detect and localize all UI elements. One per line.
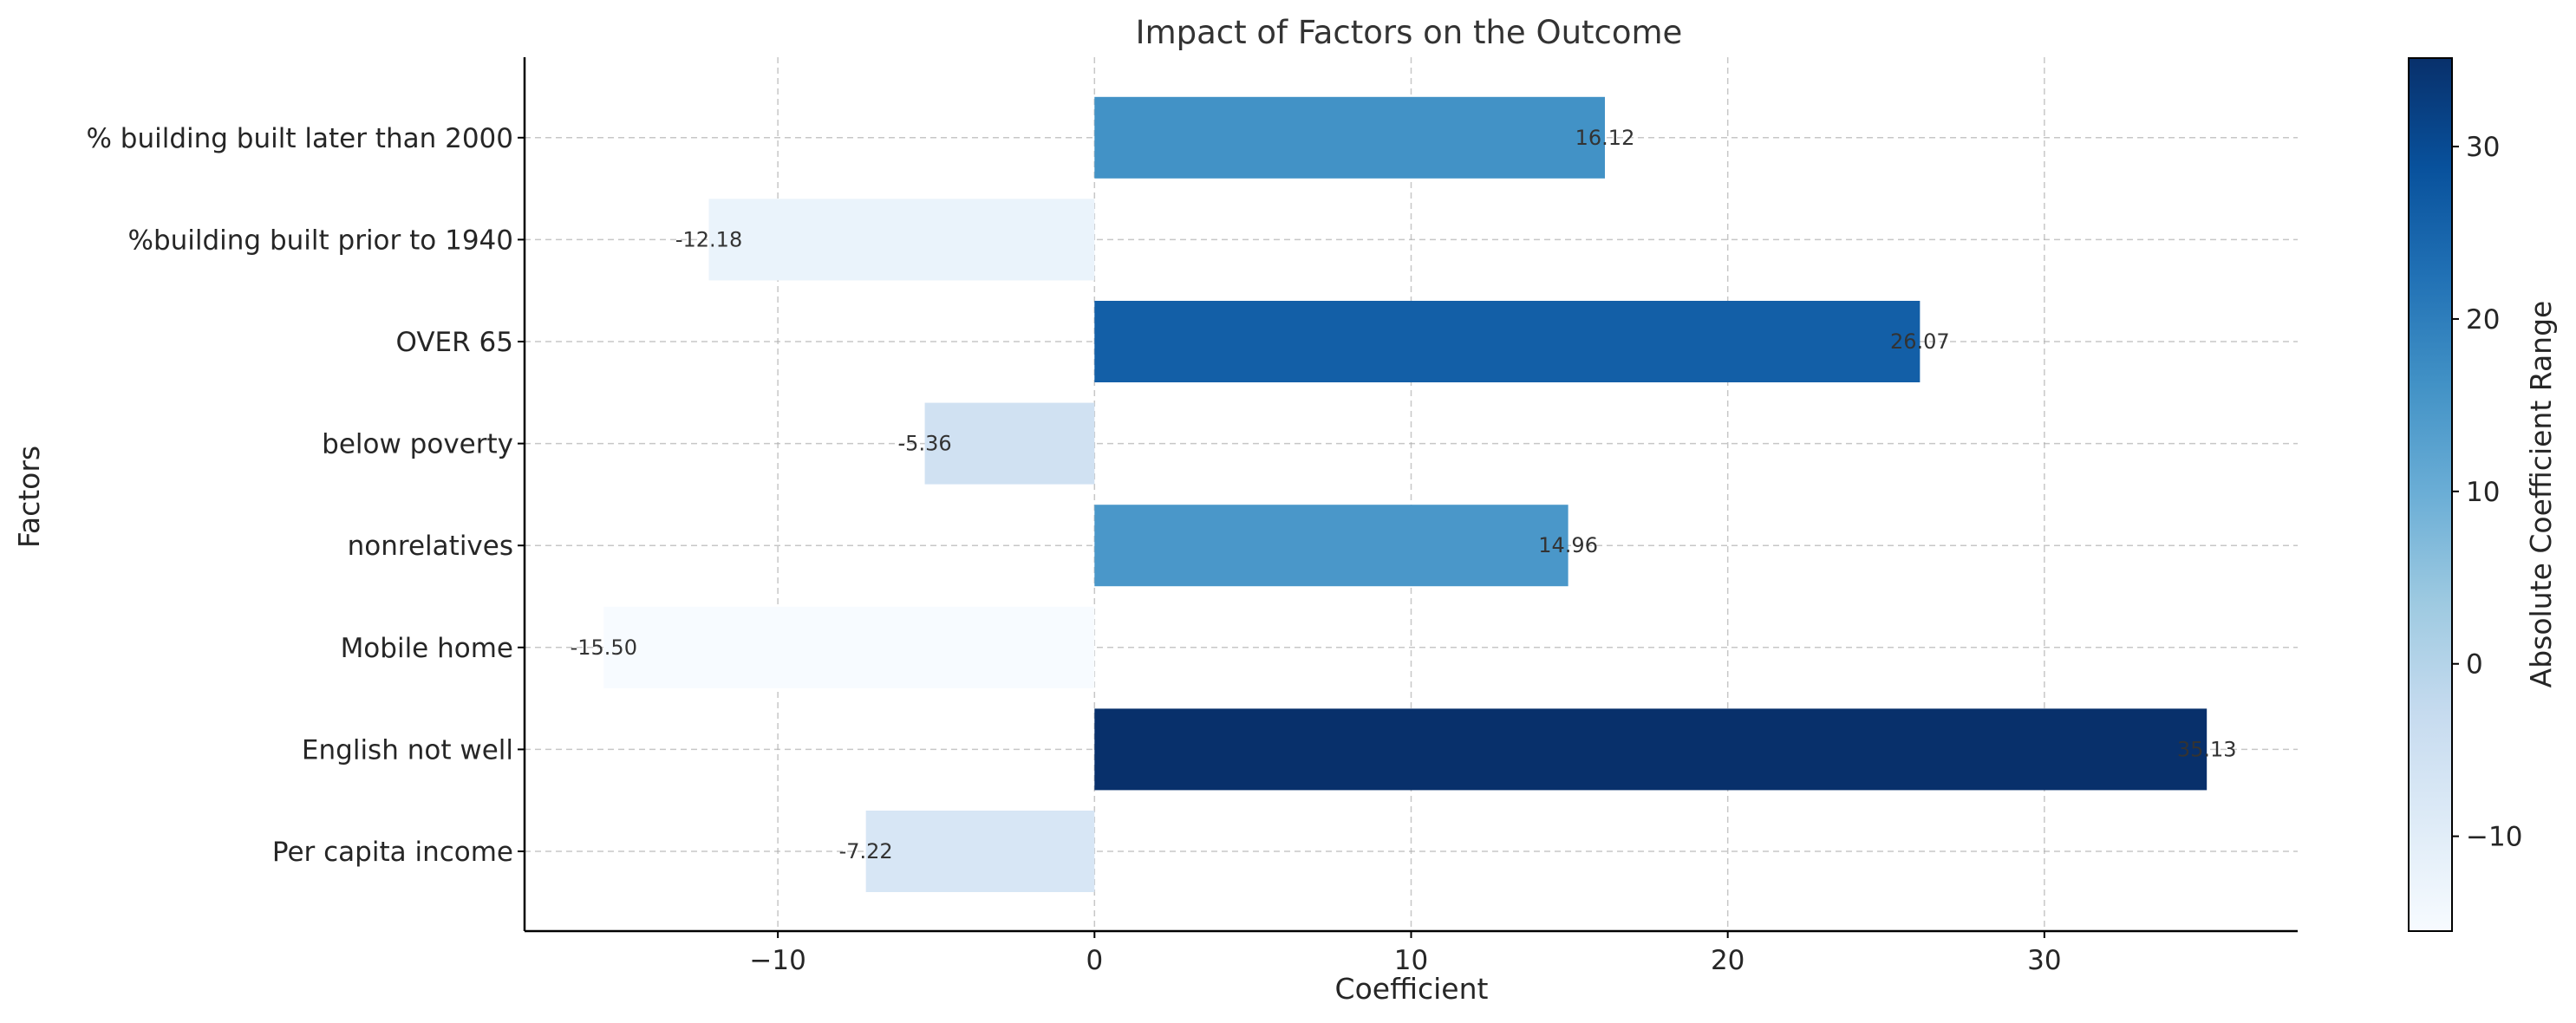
data-label: 26.07 <box>1890 329 1950 354</box>
y-axis-label: Factors <box>12 446 46 548</box>
y-tick-label: % building built later than 2000 <box>86 123 513 154</box>
bar <box>708 199 1095 281</box>
y-tick-label: %building built prior to 1940 <box>127 225 513 256</box>
chart-title: Impact of Factors on the Outcome <box>1136 14 1683 51</box>
bar <box>924 402 1095 485</box>
bar <box>603 606 1095 688</box>
data-label: 35.13 <box>2177 737 2237 761</box>
bar <box>1094 301 1921 382</box>
colorbar-tick-label: 0 <box>2466 649 2483 681</box>
gridlines <box>525 57 2298 931</box>
colorbar-tick-label: 20 <box>2466 304 2500 336</box>
bar <box>1094 505 1568 587</box>
x-tick-label: 10 <box>1394 945 1428 976</box>
bar <box>1094 96 1605 179</box>
colorbar-label: Absolute Coefficient Range <box>2524 301 2558 688</box>
y-tick-label: English not well <box>302 734 513 766</box>
x-axis-ticks: −10 0 10 20 30 <box>749 931 2062 976</box>
colorbar-tick-label: −10 <box>2466 822 2522 853</box>
x-tick-label: 20 <box>1711 945 1745 976</box>
colorbar-ticks: −10 0 10 20 30 <box>2452 132 2522 853</box>
x-axis-label: Coefficient <box>1335 972 1489 1006</box>
bar <box>1094 708 2208 791</box>
colorbar-tick-label: 10 <box>2466 477 2500 508</box>
bar <box>865 811 1095 892</box>
colorbar-tick-label: 30 <box>2466 132 2500 163</box>
x-tick-label: 0 <box>1086 945 1103 976</box>
y-tick-label: Per capita income <box>272 837 513 868</box>
data-label: 16.12 <box>1575 126 1635 150</box>
data-labels: -7.22 35.13 -15.50 14.96 -5.36 26.07 -12.18 16.… <box>571 126 2237 863</box>
y-tick-label: OVER 65 <box>396 327 514 358</box>
data-label: -7.22 <box>839 839 893 863</box>
x-tick-label: −10 <box>749 945 805 976</box>
colorbar: −10 0 10 20 30 Absolute Coefficient Range <box>2408 57 2558 932</box>
y-tick-label: Mobile home <box>341 633 513 664</box>
colorbar-gradient <box>2408 57 2453 932</box>
data-label: -12.18 <box>675 227 742 251</box>
y-tick-label: nonrelatives <box>348 531 513 562</box>
data-label: 14.96 <box>1538 533 1598 557</box>
data-label: -15.50 <box>571 635 637 660</box>
x-tick-label: 30 <box>2027 945 2061 976</box>
y-tick-label: below poverty <box>322 429 513 460</box>
y-axis-ticks: Per capita income English not well Mobile … <box>86 123 525 868</box>
bars <box>603 96 2208 892</box>
data-label: -5.36 <box>898 432 952 456</box>
